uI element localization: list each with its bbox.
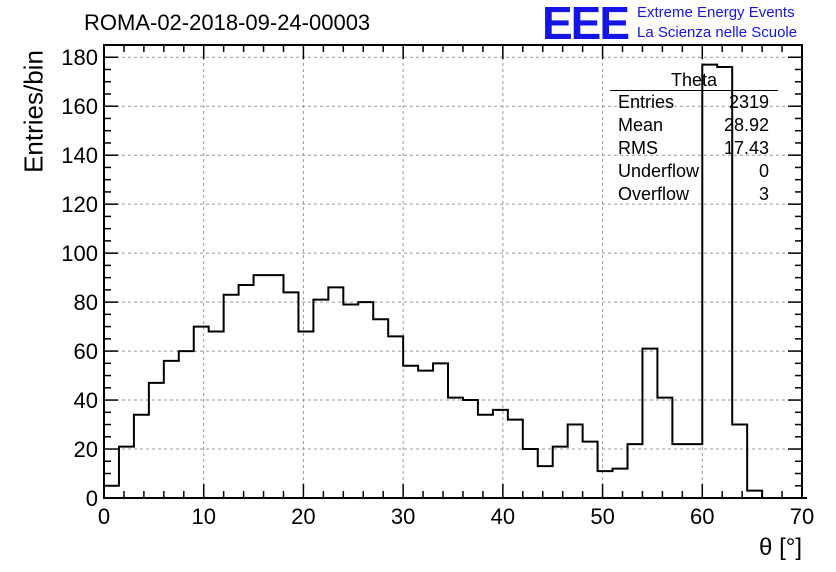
y-tick-label: 0 <box>86 486 98 511</box>
y-axis-label: Entries/bin <box>18 50 49 173</box>
stat-value: 3 <box>758 184 769 204</box>
y-tick-label: 100 <box>61 241 98 266</box>
grid-lines <box>104 45 802 498</box>
stat-label: Underflow <box>618 161 700 181</box>
stat-label: Mean <box>618 115 664 135</box>
x-tick-label: 0 <box>98 504 110 529</box>
stat-row-entries: Entries 2319 <box>610 91 778 114</box>
stat-row-overflow: Overflow 3 <box>610 183 778 206</box>
chart-title: ROMA-02-2018-09-24-00003 <box>84 10 371 35</box>
stat-value: 28.92 <box>723 115 769 135</box>
plot-frame <box>103 44 803 499</box>
axis-ticks <box>103 44 803 499</box>
logo-line-2: La Scienza nelle Scuole <box>637 24 798 41</box>
stats-title: Theta <box>610 70 778 91</box>
x-tick-label: 20 <box>291 504 315 529</box>
x-tick-label: 60 <box>690 504 714 529</box>
y-tick-label: 60 <box>74 339 98 364</box>
eee-logo: EEE <box>542 0 630 49</box>
x-tick-label: 40 <box>491 504 515 529</box>
y-tick-label: 120 <box>61 192 98 217</box>
y-tick-label: 80 <box>74 290 98 315</box>
stat-row-mean: Mean 28.92 <box>610 114 778 137</box>
y-tick-label: 140 <box>61 143 98 168</box>
y-tick-label: 20 <box>74 437 98 462</box>
x-tick-label: 10 <box>191 504 215 529</box>
y-tick-label: 160 <box>61 94 98 119</box>
x-tick-label: 70 <box>790 504 814 529</box>
stat-row-rms: RMS 17.43 <box>610 137 778 160</box>
stat-value: 2319 <box>728 92 769 112</box>
x-axis-label: θ [°] <box>759 534 802 561</box>
x-tick-label: 30 <box>391 504 415 529</box>
stat-value: 17.43 <box>723 138 769 158</box>
stat-label: RMS <box>618 138 658 158</box>
stat-label: Overflow <box>618 184 690 204</box>
logo-line-1: Extreme Energy Events <box>637 4 795 21</box>
stat-row-underflow: Underflow 0 <box>610 160 778 183</box>
x-tick-label: 50 <box>590 504 614 529</box>
stats-box: Theta Entries 2319 Mean 28.92 RMS 17.43 … <box>610 70 778 206</box>
stat-label: Entries <box>618 92 675 112</box>
histogram-outline <box>103 63 807 499</box>
y-tick-label: 180 <box>61 45 98 70</box>
y-tick-label: 40 <box>74 388 98 413</box>
stat-value: 0 <box>758 161 769 181</box>
